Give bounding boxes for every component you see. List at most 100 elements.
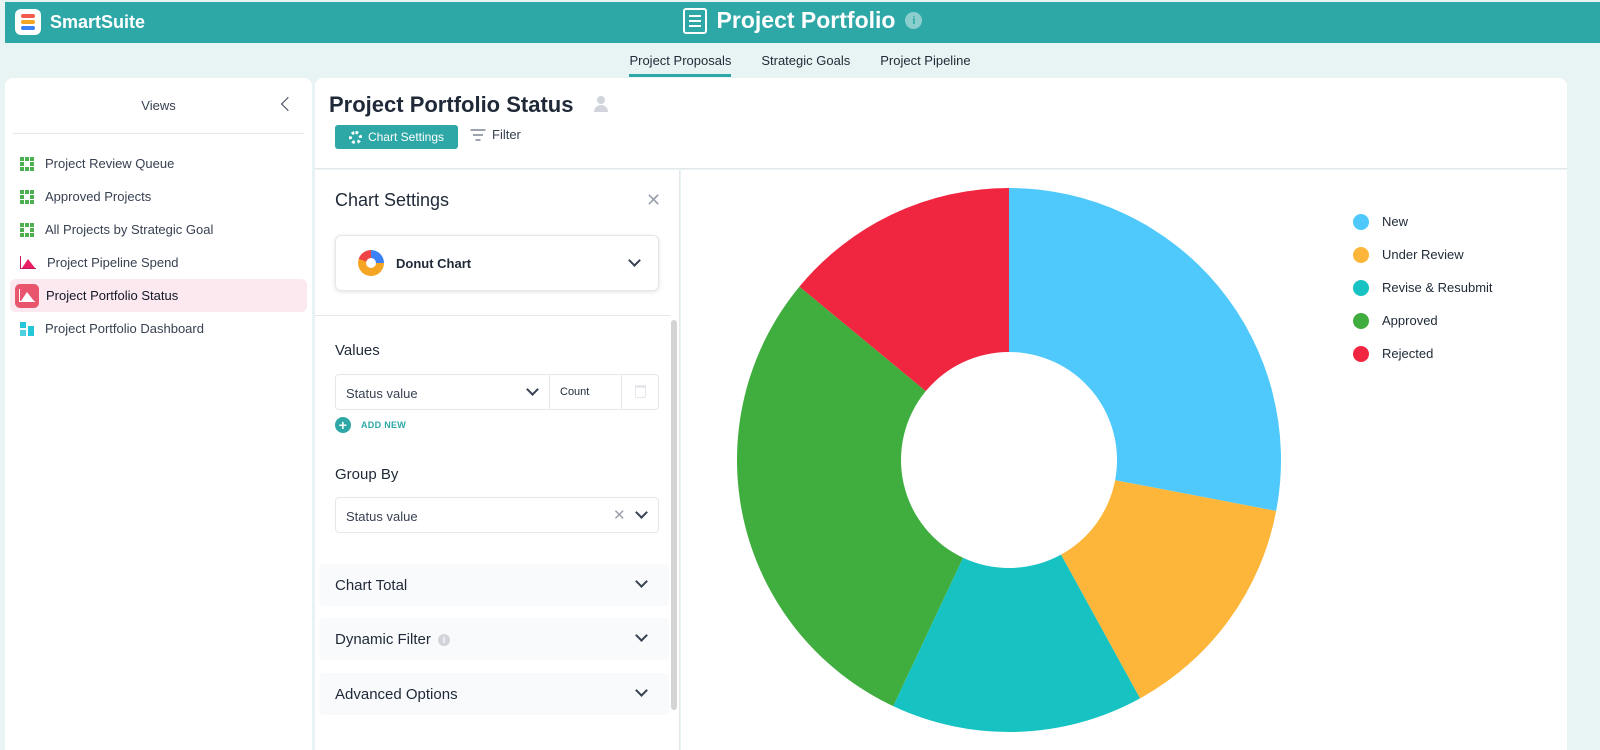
add-new-value-button[interactable]: + ADD NEW (335, 417, 406, 433)
chart-type-select[interactable]: Donut Chart (335, 235, 659, 291)
chart-type-label: Donut Chart (396, 255, 472, 271)
chevron-down-icon (635, 629, 648, 642)
chevron-down-icon (628, 254, 641, 267)
legend-item[interactable]: Rejected (1353, 337, 1493, 370)
legend-label: New (1382, 214, 1409, 229)
donut-chart-icon (358, 250, 384, 276)
legend-label: Revise & Resubmit (1382, 280, 1493, 295)
views-header: Views (13, 78, 304, 134)
info-icon[interactable]: i (437, 633, 450, 646)
legend-label: Under Review (1382, 247, 1464, 262)
area-chart-icon (15, 283, 39, 308)
view-item-project-portfolio-status[interactable]: Project Portfolio Status (10, 279, 307, 312)
filter-button[interactable]: Filter (470, 127, 521, 142)
view-header: Project Portfolio Status Chart Settings … (315, 78, 1567, 169)
value-field-select[interactable]: Status value (346, 386, 418, 401)
tab-project-pipeline[interactable]: Project Pipeline (880, 53, 971, 68)
filter-label: Filter (492, 127, 521, 142)
view-item-project-review-queue[interactable]: Project Review Queue (10, 147, 307, 180)
donut-chart (737, 188, 1281, 732)
chart-total-section[interactable]: Chart Total (319, 564, 669, 606)
donut-slice-approved[interactable] (737, 286, 964, 707)
people-icon[interactable] (592, 96, 610, 112)
section-label: Chart Total (335, 577, 408, 594)
view-item-all-projects-by-strategic-goal[interactable]: All Projects by Strategic Goal (10, 213, 307, 246)
dashboard-icon (20, 321, 34, 336)
info-icon[interactable]: i (905, 12, 923, 29)
table-tabs: Project Proposals Strategic Goals Projec… (0, 46, 1600, 78)
section-label: Advanced Options (335, 686, 458, 703)
plus-circle-icon: + (335, 417, 351, 433)
grid-view-icon (20, 156, 34, 171)
app-logo[interactable]: SmartSuite (15, 9, 145, 35)
chevron-down-icon[interactable] (526, 383, 539, 396)
chart-settings-button[interactable]: Chart Settings (335, 125, 458, 149)
legend-swatch (1353, 279, 1369, 296)
gear-icon (348, 130, 362, 144)
chevron-down-icon (635, 575, 648, 588)
group-by-label: Group By (335, 466, 399, 483)
group-by-select[interactable]: Status value ✕ (335, 497, 659, 533)
smartsuite-logo-icon (15, 9, 41, 35)
chart-settings-panel: Chart Settings ✕ Donut Chart Values Stat… (315, 170, 680, 750)
views-heading: Views (141, 98, 176, 113)
view-item-approved-projects[interactable]: Approved Projects (10, 180, 307, 213)
view-item-label: Project Review Queue (45, 156, 175, 171)
settings-title: Chart Settings (335, 190, 450, 210)
app-title: Project Portfolio i (5, 7, 1600, 34)
view-item-label: Project Pipeline Spend (47, 255, 179, 270)
legend-swatch (1353, 213, 1369, 230)
add-new-label: ADD NEW (361, 420, 407, 430)
legend-item[interactable]: Under Review (1353, 238, 1493, 271)
legend-item[interactable]: Approved (1353, 304, 1493, 337)
clear-icon[interactable]: ✕ (613, 507, 626, 524)
donut-slice-new[interactable] (1009, 188, 1281, 511)
legend-label: Rejected (1382, 346, 1434, 361)
trash-icon[interactable] (635, 385, 646, 398)
area-chart-icon (20, 256, 36, 269)
legend-swatch (1353, 312, 1369, 329)
view-item-label: All Projects by Strategic Goal (45, 222, 214, 237)
legend-label: Approved (1382, 313, 1438, 328)
dynamic-filter-section[interactable]: Dynamic Filter i (319, 618, 669, 660)
grid-view-icon (20, 189, 34, 204)
view-item-project-portfolio-dashboard[interactable]: Project Portfolio Dashboard (10, 312, 307, 345)
filter-icon (470, 129, 485, 141)
legend-item[interactable]: Revise & Resubmit (1353, 271, 1493, 304)
chevron-down-icon (635, 684, 648, 697)
collapse-sidebar-icon[interactable] (278, 96, 294, 112)
values-row: Status value Count (335, 374, 659, 410)
chart-area: New Under Review Revise & Resubmit Approved… (681, 170, 1567, 750)
list-document-icon (682, 7, 707, 34)
chart-settings-button-label: Chart Settings (367, 130, 445, 144)
view-item-label: Project Portfolio Status (46, 288, 179, 303)
section-label: Dynamic Filter (335, 631, 431, 648)
values-label: Values (335, 342, 380, 359)
donut-slice-revise-resubmit[interactable] (893, 554, 1141, 732)
app-title-text: Project Portfolio (716, 7, 896, 33)
aggregate-select[interactable]: Count (560, 386, 590, 398)
group-by-value: Status value (346, 509, 418, 524)
chevron-down-icon[interactable] (635, 506, 648, 519)
panel-scrollbar[interactable] (671, 320, 677, 710)
donut-slice-under-review[interactable] (1061, 480, 1277, 699)
chart-legend: New Under Review Revise & Resubmit Approved… (1353, 205, 1493, 370)
views-sidebar: Views Project Review Queue Approved Proj… (5, 78, 312, 750)
view-title: Project Portfolio Status (329, 92, 574, 117)
tab-project-proposals[interactable]: Project Proposals (629, 46, 732, 77)
view-item-label: Project Portfolio Dashboard (45, 321, 204, 336)
grid-view-icon (20, 222, 34, 237)
view-list: Project Review Queue Approved Projects A… (5, 147, 312, 345)
legend-swatch (1353, 345, 1369, 362)
top-bar: SmartSuite Project Portfolio i (5, 2, 1600, 43)
view-item-label: Approved Projects (45, 189, 152, 204)
advanced-options-section[interactable]: Advanced Options (319, 673, 669, 715)
donut-slice-rejected[interactable] (799, 188, 1009, 392)
close-icon[interactable]: ✕ (646, 190, 662, 210)
view-item-project-pipeline-spend[interactable]: Project Pipeline Spend (10, 246, 307, 279)
legend-item[interactable]: New (1353, 205, 1493, 238)
brand-name: SmartSuite (50, 11, 146, 32)
tab-strategic-goals[interactable]: Strategic Goals (761, 53, 851, 68)
legend-swatch (1353, 246, 1369, 263)
divider (315, 315, 670, 316)
